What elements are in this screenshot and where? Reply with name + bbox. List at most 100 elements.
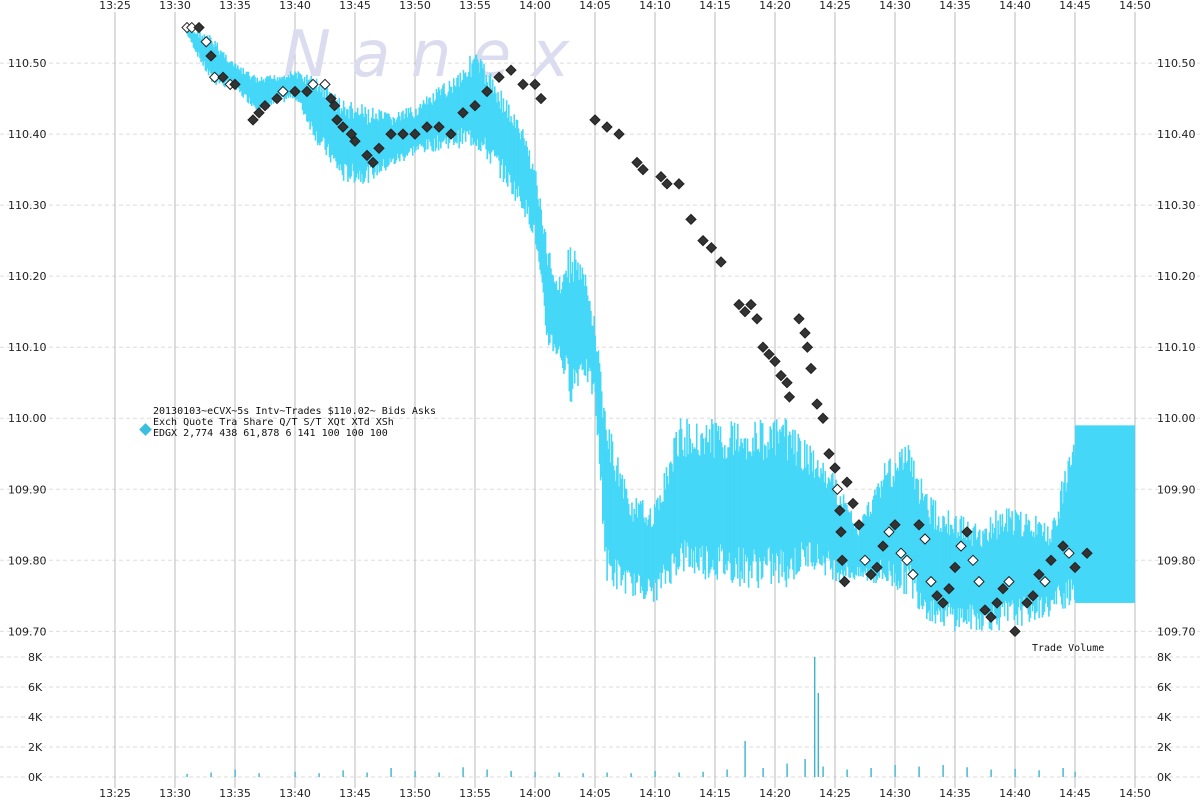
time-tick-top: 14:20 [759, 0, 791, 12]
time-tick-top: 14:15 [699, 0, 731, 12]
volume-bar [762, 768, 764, 777]
trade-marker [829, 462, 841, 474]
trade-marker [697, 234, 709, 247]
trade-marker [811, 398, 823, 410]
trade-marker [397, 128, 409, 140]
volume-bar [804, 759, 806, 777]
trade-marker [535, 92, 547, 105]
trade-marker [745, 298, 757, 311]
volume-tick-left: 0K [28, 771, 43, 784]
time-tick-bottom: 13:35 [219, 787, 251, 800]
volume-bar [1062, 768, 1064, 777]
time-tick-bottom: 14:10 [639, 787, 671, 800]
volume-bar [942, 765, 944, 777]
price-tick-right: 110.30 [1157, 199, 1196, 212]
volume-bar [534, 771, 536, 777]
price-gridlines [0, 62, 1200, 778]
trade-marker [889, 519, 901, 531]
trade-marker-open [831, 483, 844, 495]
price-tick-right: 109.90 [1157, 483, 1196, 496]
volume-bar [234, 769, 236, 777]
trade-marker [817, 412, 829, 424]
price-tick-left: 110.10 [8, 341, 47, 354]
trade-marker [328, 99, 341, 112]
volume-tick-right: 0K [1157, 771, 1172, 784]
volume-bar [390, 768, 392, 777]
trade-marker [841, 476, 853, 488]
trade-marker [481, 85, 493, 98]
trade-marker [979, 604, 991, 616]
volume-bar [342, 770, 344, 777]
trade-marker [763, 348, 775, 361]
time-tick-bottom: 13:45 [339, 787, 371, 800]
trade-marker [589, 114, 601, 126]
time-tick-bottom: 14:45 [1059, 787, 1091, 800]
trade-marker [385, 128, 397, 140]
trade-marker-open [955, 540, 967, 552]
time-tick-top: 14:10 [639, 0, 671, 12]
trade-marker [493, 71, 505, 83]
trade-marker [361, 149, 373, 162]
trade-marker [271, 92, 283, 105]
trade-marker-open [859, 554, 871, 567]
volume-bar [258, 773, 260, 777]
trade-marker [631, 156, 643, 169]
price-tick-right: 109.80 [1157, 554, 1196, 567]
trade-marker [865, 568, 877, 581]
volume-tick-left: 4K [28, 711, 43, 724]
axis-labels: 109.70 109.70 109.80 109.80 109.90 109.90 110.… [8, 0, 1196, 800]
trade-marker-open [277, 85, 289, 98]
trade-marker [517, 78, 529, 91]
volume-bar [966, 767, 968, 777]
trade-marker [961, 526, 973, 538]
time-tick-top: 13:50 [399, 0, 431, 12]
time-tick-top: 13:25 [99, 0, 131, 12]
trade-marker-open [1003, 575, 1015, 588]
volume-bar [814, 657, 816, 777]
trade-marker [229, 78, 241, 91]
trade-marker [331, 114, 343, 126]
trade-marker [769, 355, 781, 368]
trade-marker-open [1063, 547, 1075, 559]
time-tick-top: 14:35 [939, 0, 971, 12]
trade-marker-open [925, 575, 937, 588]
trade-marker [991, 597, 1003, 609]
trade-marker [793, 313, 805, 325]
trade-marker [367, 156, 379, 169]
trade-marker [349, 135, 361, 147]
volume-axis-label: Trade Volume [1032, 643, 1104, 654]
time-tick-bottom: 14:40 [999, 787, 1031, 800]
volume-bar [1014, 768, 1016, 777]
time-tick-bottom: 14:20 [759, 787, 791, 800]
time-tick-bottom: 14:35 [939, 787, 971, 800]
price-tick-left: 110.30 [8, 199, 47, 212]
trade-marker [445, 128, 457, 140]
trade-marker [1057, 540, 1069, 552]
trade-marker [913, 519, 925, 531]
price-tick-left: 109.80 [8, 554, 47, 567]
price-tick-left: 110.40 [8, 128, 47, 141]
trade-marker-open [200, 36, 212, 48]
trade-marker [505, 64, 517, 76]
trade-marker-open [895, 547, 907, 559]
trade-marker [655, 171, 667, 183]
time-tick-bottom: 13:25 [99, 787, 131, 800]
trade-marker [877, 540, 889, 552]
volume-tick-left: 6K [28, 681, 43, 694]
trade-marker [834, 504, 846, 517]
volume-bar [294, 771, 296, 777]
time-tick-bottom: 13:40 [279, 787, 311, 800]
trade-marker [601, 121, 613, 133]
volume-bar [744, 741, 746, 777]
trade-marker [997, 583, 1009, 595]
trade-marker [421, 121, 433, 133]
volume-bar [990, 769, 992, 777]
volume-bar [582, 773, 584, 777]
time-tick-top: 13:55 [459, 0, 491, 12]
trade-marker [673, 178, 685, 190]
trade-marker [783, 391, 796, 403]
trade-marker [943, 583, 955, 595]
time-tick-top: 14:40 [999, 0, 1031, 12]
trade-marker [1081, 547, 1093, 559]
